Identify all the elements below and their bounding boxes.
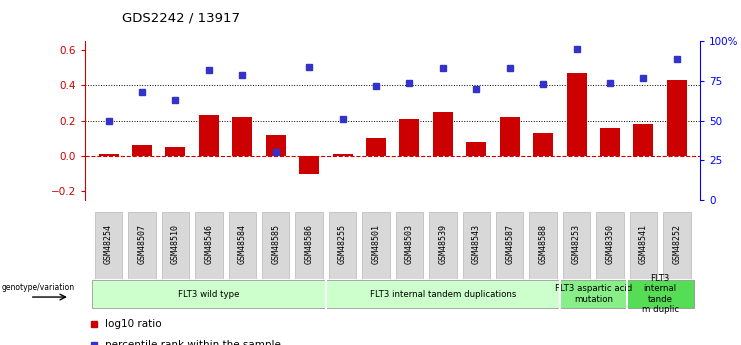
Text: GSM48507: GSM48507 <box>138 224 147 264</box>
Text: GSM48503: GSM48503 <box>405 224 414 264</box>
Bar <box>667 80 687 156</box>
FancyBboxPatch shape <box>296 212 323 279</box>
Bar <box>533 133 554 156</box>
Text: GDS2242 / 13917: GDS2242 / 13917 <box>122 11 240 24</box>
FancyBboxPatch shape <box>128 212 156 279</box>
Text: GSM48255: GSM48255 <box>338 224 347 264</box>
FancyBboxPatch shape <box>429 212 456 279</box>
FancyBboxPatch shape <box>262 212 290 279</box>
Text: FLT3
internal
tande
m duplic: FLT3 internal tande m duplic <box>642 274 679 314</box>
Bar <box>466 142 486 156</box>
Bar <box>266 135 286 156</box>
Text: FLT3 wild type: FLT3 wild type <box>178 289 239 299</box>
Text: GSM48543: GSM48543 <box>472 224 481 264</box>
Text: percentile rank within the sample: percentile rank within the sample <box>105 339 281 345</box>
Text: GSM48546: GSM48546 <box>205 224 213 264</box>
Bar <box>399 119 419 156</box>
FancyBboxPatch shape <box>92 280 326 308</box>
FancyBboxPatch shape <box>529 212 556 279</box>
Text: GSM48584: GSM48584 <box>238 224 247 264</box>
Bar <box>165 147 185 156</box>
Text: GSM48252: GSM48252 <box>672 224 681 264</box>
FancyBboxPatch shape <box>560 280 627 308</box>
Bar <box>232 117 253 156</box>
FancyBboxPatch shape <box>195 212 222 279</box>
Bar <box>567 73 587 156</box>
Bar <box>366 138 386 156</box>
FancyBboxPatch shape <box>329 212 356 279</box>
Bar <box>333 154 353 156</box>
FancyBboxPatch shape <box>95 212 122 279</box>
Text: GSM48501: GSM48501 <box>371 224 381 264</box>
Bar <box>433 112 453 156</box>
Text: log10 ratio: log10 ratio <box>105 319 162 329</box>
FancyBboxPatch shape <box>630 212 657 279</box>
Text: GSM48541: GSM48541 <box>639 224 648 264</box>
FancyBboxPatch shape <box>597 212 624 279</box>
FancyBboxPatch shape <box>563 212 591 279</box>
Text: GSM48350: GSM48350 <box>605 224 614 264</box>
FancyBboxPatch shape <box>627 280 694 308</box>
Text: GSM48539: GSM48539 <box>439 224 448 264</box>
FancyBboxPatch shape <box>462 212 490 279</box>
FancyBboxPatch shape <box>663 212 691 279</box>
Text: GSM48586: GSM48586 <box>305 224 313 264</box>
FancyBboxPatch shape <box>162 212 189 279</box>
FancyBboxPatch shape <box>396 212 423 279</box>
FancyBboxPatch shape <box>326 280 560 308</box>
Bar <box>299 156 319 174</box>
Bar <box>634 124 654 156</box>
Text: genotype/variation: genotype/variation <box>1 283 75 292</box>
Text: GSM48587: GSM48587 <box>505 224 514 264</box>
FancyBboxPatch shape <box>229 212 256 279</box>
Text: GSM48510: GSM48510 <box>171 224 180 264</box>
Text: GSM48588: GSM48588 <box>539 224 548 264</box>
Text: FLT3 internal tandem duplications: FLT3 internal tandem duplications <box>370 289 516 299</box>
FancyBboxPatch shape <box>496 212 523 279</box>
Text: FLT3 aspartic acid
mutation: FLT3 aspartic acid mutation <box>555 284 632 304</box>
FancyBboxPatch shape <box>362 212 390 279</box>
Bar <box>199 116 219 156</box>
Bar <box>600 128 620 156</box>
Bar <box>499 117 519 156</box>
Bar <box>99 154 119 156</box>
Bar <box>132 146 152 156</box>
Text: GSM48253: GSM48253 <box>572 224 581 264</box>
Text: GSM48254: GSM48254 <box>104 224 113 264</box>
Text: GSM48585: GSM48585 <box>271 224 280 264</box>
